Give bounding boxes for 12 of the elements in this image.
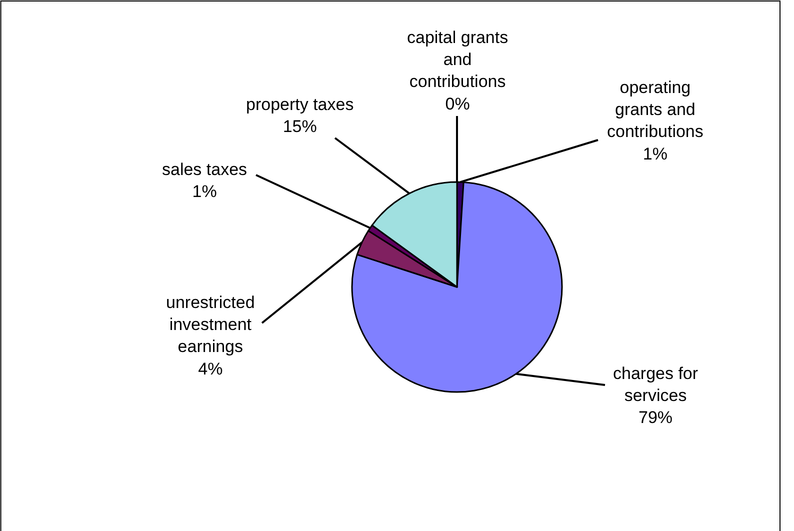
- slice-label: sales taxes: [162, 160, 248, 179]
- category-label: capital grants and contributions: [407, 28, 508, 92]
- slice-label: operating grants and contributions: [607, 78, 704, 142]
- slice-label: charges for services: [613, 364, 698, 406]
- data-label: 1%: [192, 182, 217, 202]
- data-label: 79%: [638, 408, 673, 428]
- data-label: 1%: [642, 144, 668, 164]
- slice-label: unrestricted investment earnings: [166, 293, 255, 356]
- text: 0%: [445, 94, 470, 114]
- slice-label: property taxes: [246, 95, 354, 114]
- data-label: 15%: [282, 117, 317, 136]
- data-label: 4%: [198, 359, 223, 378]
